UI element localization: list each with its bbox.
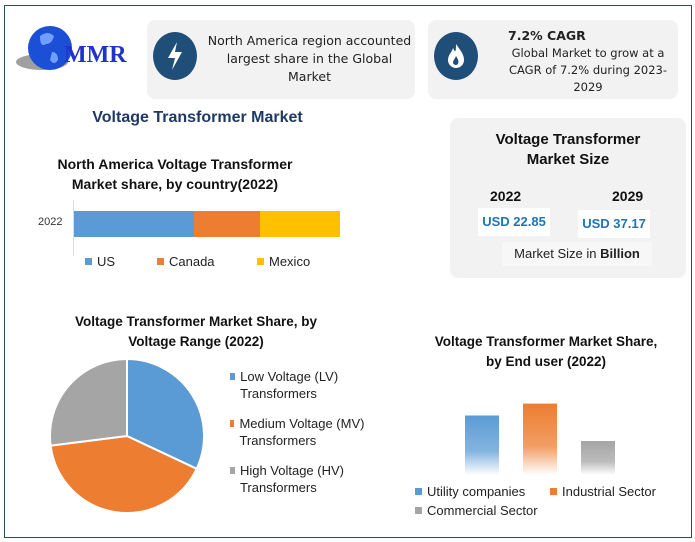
market-size-title: Voltage Transformer Market Size: [495, 131, 641, 168]
logo: MMR: [12, 20, 137, 80]
pie-legend-item: Medium Voltage (MV) Transformers: [230, 415, 370, 449]
flame-icon: [434, 32, 478, 80]
lightning-icon: [153, 32, 197, 80]
voltage-pie-chart: [49, 357, 205, 514]
year-2022: 2022: [490, 188, 522, 204]
enduser-legend-item: Commercial Sector: [415, 503, 538, 518]
pie-legend-item: High Voltage (HV) Transformers: [230, 462, 370, 496]
enduser-legend-item: Industrial Sector: [550, 484, 656, 499]
country-chart-title: North America Voltage Transformer Market…: [57, 156, 293, 192]
bar-commercial-sector: [581, 441, 615, 475]
info-card-cagr: 7.2% CAGR Global Market to grow at a CAG…: [428, 20, 678, 99]
legend-item-us: US: [85, 254, 157, 269]
value-2022: USD 22.85: [478, 208, 550, 236]
bar-utility-companies: [465, 415, 499, 475]
bar-segment-us: [74, 211, 194, 237]
legend-label: Low Voltage (LV) Transformers: [240, 369, 339, 401]
legend-swatch: [157, 258, 164, 265]
enduser-legend-item: Utility companies: [415, 484, 550, 499]
frame: [4, 5, 692, 538]
legend-label: US: [97, 254, 116, 269]
legend-swatch: [415, 507, 422, 514]
legend-swatch: [230, 467, 235, 474]
legend-label: Industrial Sector: [562, 484, 656, 499]
enduser-bar-chart: [465, 403, 615, 475]
legend-item-mexico: Mexico: [257, 254, 310, 269]
legend-label: Mexico: [269, 254, 311, 269]
year-2029: 2029: [612, 188, 644, 204]
pie-legend-item: Low Voltage (LV) Transformers: [230, 368, 370, 402]
cagr-heading: 7.2% CAGR: [508, 28, 586, 43]
pie-legend: Low Voltage (LV) Transformers Medium Volt…: [230, 368, 370, 509]
legend-item-canada: Canada: [157, 254, 257, 269]
value-2029: USD 37.17: [578, 210, 650, 238]
market-size-note: Market Size in Billion: [502, 242, 652, 266]
enduser-chart-title: Voltage Transformer Market Share, by End…: [434, 334, 658, 369]
enduser-legend: Utility companies Industrial Sector Commer…: [415, 484, 675, 518]
country-axis: [73, 200, 74, 256]
country-legend: US Canada Mexico: [85, 254, 365, 269]
legend-label: Utility companies: [427, 484, 526, 499]
main-title: Voltage Transformer Market: [92, 109, 303, 126]
legend-label: Commercial Sector: [427, 503, 538, 518]
legend-swatch: [230, 373, 236, 380]
pie-slice: [126, 357, 205, 471]
bar-segment-canada: [193, 211, 261, 237]
pie-slice: [49, 357, 128, 447]
pie-chart-title: Voltage Transformer Market Share, by Vol…: [74, 314, 318, 349]
globe-icon: [16, 26, 72, 70]
note-prefix: Market Size in: [514, 246, 601, 261]
legend-swatch: [85, 258, 92, 265]
legend-label: High Voltage (HV) Transformers: [239, 463, 344, 495]
logo-text: MMR: [64, 42, 127, 68]
bar-segment-mexico: [260, 211, 340, 237]
stacked-bar: [74, 211, 340, 237]
legend-swatch: [550, 488, 557, 495]
info-card-region: North America region accounted largest s…: [147, 20, 415, 99]
market-size-card: Voltage Transformer Market Size 2022 202…: [450, 118, 686, 278]
legend-label: Canada: [169, 254, 215, 269]
bar-industrial-sector: [523, 403, 557, 475]
note-unit: Billion: [600, 246, 640, 261]
legend-label: Medium Voltage (MV) Transformers: [239, 416, 365, 448]
info-region-text: North America region accounted largest s…: [207, 33, 412, 84]
pie-slice: [49, 434, 199, 514]
legend-swatch: [230, 420, 235, 427]
legend-swatch: [415, 488, 422, 495]
cagr-text: Global Market to grow at a CAGR of 7.2% …: [508, 46, 668, 94]
legend-swatch: [257, 258, 264, 265]
country-category-label: 2022: [38, 216, 63, 228]
